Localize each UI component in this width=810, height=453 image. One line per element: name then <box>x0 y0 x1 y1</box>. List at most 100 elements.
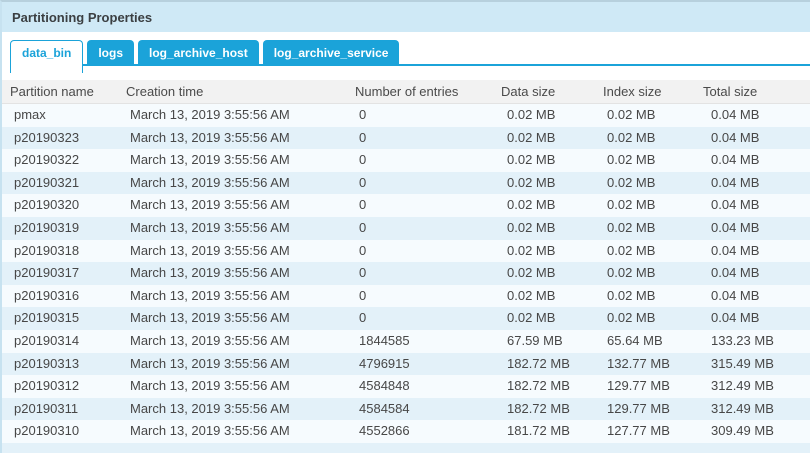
cell-partition-name: p20190311 <box>14 400 79 416</box>
cell-number-of-entries: 0 <box>359 242 367 258</box>
tab-log_archive_host[interactable]: log_archive_host <box>138 40 259 66</box>
cell-number-of-entries: 4552866 <box>359 423 410 439</box>
cell-total-size: 0.04 MB <box>711 197 760 213</box>
table-row-p20190316[interactable]: p20190316 March 13, 2019 3:55:56 AM 0 0.02 … <box>2 284 810 308</box>
column-header-partition-name: Partition name <box>10 84 94 99</box>
cell-index-size: 0.02 MB <box>607 265 656 281</box>
table-row-p20190314[interactable]: p20190314 March 13, 2019 3:55:56 AM 184458… <box>2 329 810 353</box>
cell-creation-time: March 13, 2019 3:55:56 AM <box>130 378 290 394</box>
cell-number-of-entries: 0 <box>359 219 367 235</box>
cell-partition-name: p20190317 <box>14 265 80 281</box>
cell-data-size: 0.02 MB <box>507 174 556 190</box>
tab-log_archive_service[interactable]: log_archive_service <box>262 40 400 66</box>
cell-data-size: 181.72 MB <box>507 423 570 439</box>
panel-title-bar: Partitioning Properties <box>2 2 810 32</box>
cell-index-size: 127.77 MB <box>607 423 670 439</box>
cell-total-size: 0.04 MB <box>711 152 760 168</box>
cell-data-size: 0.02 MB <box>507 265 556 281</box>
table-row-p20190313[interactable]: p20190313 March 13, 2019 3:55:56 AM 479691… <box>2 352 810 376</box>
cell-creation-time: March 13, 2019 3:55:56 AM <box>130 129 290 145</box>
cell-number-of-entries: 0 <box>359 129 367 145</box>
cell-number-of-entries: 4796915 <box>359 355 410 371</box>
cell-creation-time: March 13, 2019 3:55:56 AM <box>130 197 290 213</box>
tab-logs[interactable]: logs <box>87 40 135 66</box>
cell-data-size: 182.72 MB <box>507 355 570 371</box>
cell-creation-time: March 13, 2019 3:55:56 AM <box>130 310 290 326</box>
cell-number-of-entries: 0 <box>359 197 367 213</box>
table-row-p20190319[interactable]: p20190319 March 13, 2019 3:55:56 AM 0 0.02 … <box>2 216 810 240</box>
cell-number-of-entries: 0 <box>359 265 367 281</box>
cell-index-size: 0.02 MB <box>607 152 656 168</box>
cell-total-size: 0.04 MB <box>711 287 760 303</box>
cell-data-size: 0.02 MB <box>507 310 556 326</box>
partition-table: Partition name Creation time Number of ent… <box>2 80 810 453</box>
cell-creation-time: March 13, 2019 3:55:56 AM <box>130 152 290 168</box>
table-row-p20190312[interactable]: p20190312 March 13, 2019 3:55:56 AM 458484… <box>2 375 810 398</box>
cell-index-size: 0.02 MB <box>607 287 656 303</box>
table-body: pmax March 13, 2019 3:55:56 AM 0 0.02 MB 0.0… <box>2 104 810 453</box>
table-row-p20190310[interactable]: p20190310 March 13, 2019 3:55:56 AM 455286… <box>2 420 810 443</box>
cell-partition-name: p20190315 <box>14 310 80 326</box>
cell-total-size: 0.04 MB <box>711 107 760 122</box>
cell-total-size: 312.49 MB <box>711 378 774 394</box>
cell-partition-name: p20190310 <box>14 423 80 439</box>
tab-bar: data_bin logs log_archive_host log_archive_… <box>2 40 810 80</box>
cell-total-size: 309.49 MB <box>711 423 774 439</box>
cell-number-of-entries: 0 <box>359 174 367 190</box>
cell-index-size: 0.02 MB <box>607 174 656 190</box>
cell-index-size: 129.77 MB <box>607 378 670 394</box>
cell-data-size: 182.72 MB <box>507 378 570 394</box>
cell-data-size: 0.02 MB <box>507 129 556 145</box>
column-header-creation-time: Creation time <box>126 84 204 99</box>
table-row-p20190321[interactable]: p20190321 March 13, 2019 3:55:56 AM 0 0.02 … <box>2 171 810 195</box>
table-row-p20190315[interactable]: p20190315 March 13, 2019 3:55:56 AM 0 0.02 … <box>2 307 810 330</box>
table-row-p20190320[interactable]: p20190320 March 13, 2019 3:55:56 AM 0 0.02 … <box>2 194 810 217</box>
cell-partition-name: p20190323 <box>14 129 80 145</box>
cell-index-size: 65.64 MB <box>607 332 663 348</box>
cell-index-size: 129.77 MB <box>607 400 670 416</box>
cell-number-of-entries: 4584848 <box>359 378 410 394</box>
cell-creation-time: March 13, 2019 3:55:56 AM <box>130 423 290 439</box>
table-row-p20190322[interactable]: p20190322 March 13, 2019 3:55:56 AM 0 0.02 … <box>2 149 810 172</box>
table-row-p20190311[interactable]: p20190311 March 13, 2019 3:55:56 AM 458458… <box>2 397 810 421</box>
cell-creation-time: March 13, 2019 3:55:56 AM <box>130 332 290 348</box>
cell-total-size: 0.04 MB <box>711 129 760 145</box>
cell-number-of-entries: 4584584 <box>359 400 410 416</box>
cell-data-size: 0.02 MB <box>507 152 556 168</box>
cell-total-size: 0.04 MB <box>711 310 760 326</box>
table-row-p20190318[interactable]: p20190318 March 13, 2019 3:55:56 AM 0 0.02 … <box>2 239 810 263</box>
cell-index-size: 0.02 MB <box>607 310 656 326</box>
cell-partition-name: pmax <box>14 107 46 122</box>
cell-index-size: 0.02 MB <box>607 129 656 145</box>
cell-index-size: 0.02 MB <box>607 219 656 235</box>
cell-partition-name: p20190312 <box>14 378 80 394</box>
cell-creation-time: March 13, 2019 3:55:56 AM <box>130 265 290 281</box>
column-header-data-size: Data size <box>501 84 556 99</box>
cell-creation-time: March 13, 2019 3:55:56 AM <box>130 242 290 258</box>
table-row-pmax[interactable]: pmax March 13, 2019 3:55:56 AM 0 0.02 MB 0.0… <box>2 104 810 127</box>
cell-partition-name: p20190314 <box>14 332 80 348</box>
cell-total-size: 0.04 MB <box>711 219 760 235</box>
cell-partition-name: p20190313 <box>14 355 80 371</box>
cell-data-size: 182.72 MB <box>507 400 570 416</box>
cell-number-of-entries: 0 <box>359 107 367 122</box>
cell-number-of-entries: 0 <box>359 152 367 168</box>
cell-number-of-entries: 1844585 <box>359 332 410 348</box>
cell-creation-time: March 13, 2019 3:55:56 AM <box>130 174 290 190</box>
cell-number-of-entries: 0 <box>359 287 367 303</box>
table-header-row: Partition name Creation time Number of ent… <box>2 80 810 104</box>
cell-total-size: 315.49 MB <box>711 355 774 371</box>
cell-total-size: 0.04 MB <box>711 265 760 281</box>
cell-data-size: 0.02 MB <box>507 219 556 235</box>
cell-data-size: 0.02 MB <box>507 197 556 213</box>
cell-partition-name: p20190319 <box>14 219 80 235</box>
cell-data-size: 0.02 MB <box>507 242 556 258</box>
tab-data_bin[interactable]: data_bin <box>10 40 84 73</box>
table-row-p20190317[interactable]: p20190317 March 13, 2019 3:55:56 AM 0 0.02 … <box>2 262 810 285</box>
table-row-p20190323[interactable]: p20190323 March 13, 2019 3:55:56 AM 0 0.02 … <box>2 126 810 150</box>
cell-index-size: 0.02 MB <box>607 107 656 122</box>
column-header-number-of-entries: Number of entries <box>355 84 459 99</box>
cell-creation-time: March 13, 2019 3:55:56 AM <box>130 219 290 235</box>
cell-total-size: 0.04 MB <box>711 174 760 190</box>
